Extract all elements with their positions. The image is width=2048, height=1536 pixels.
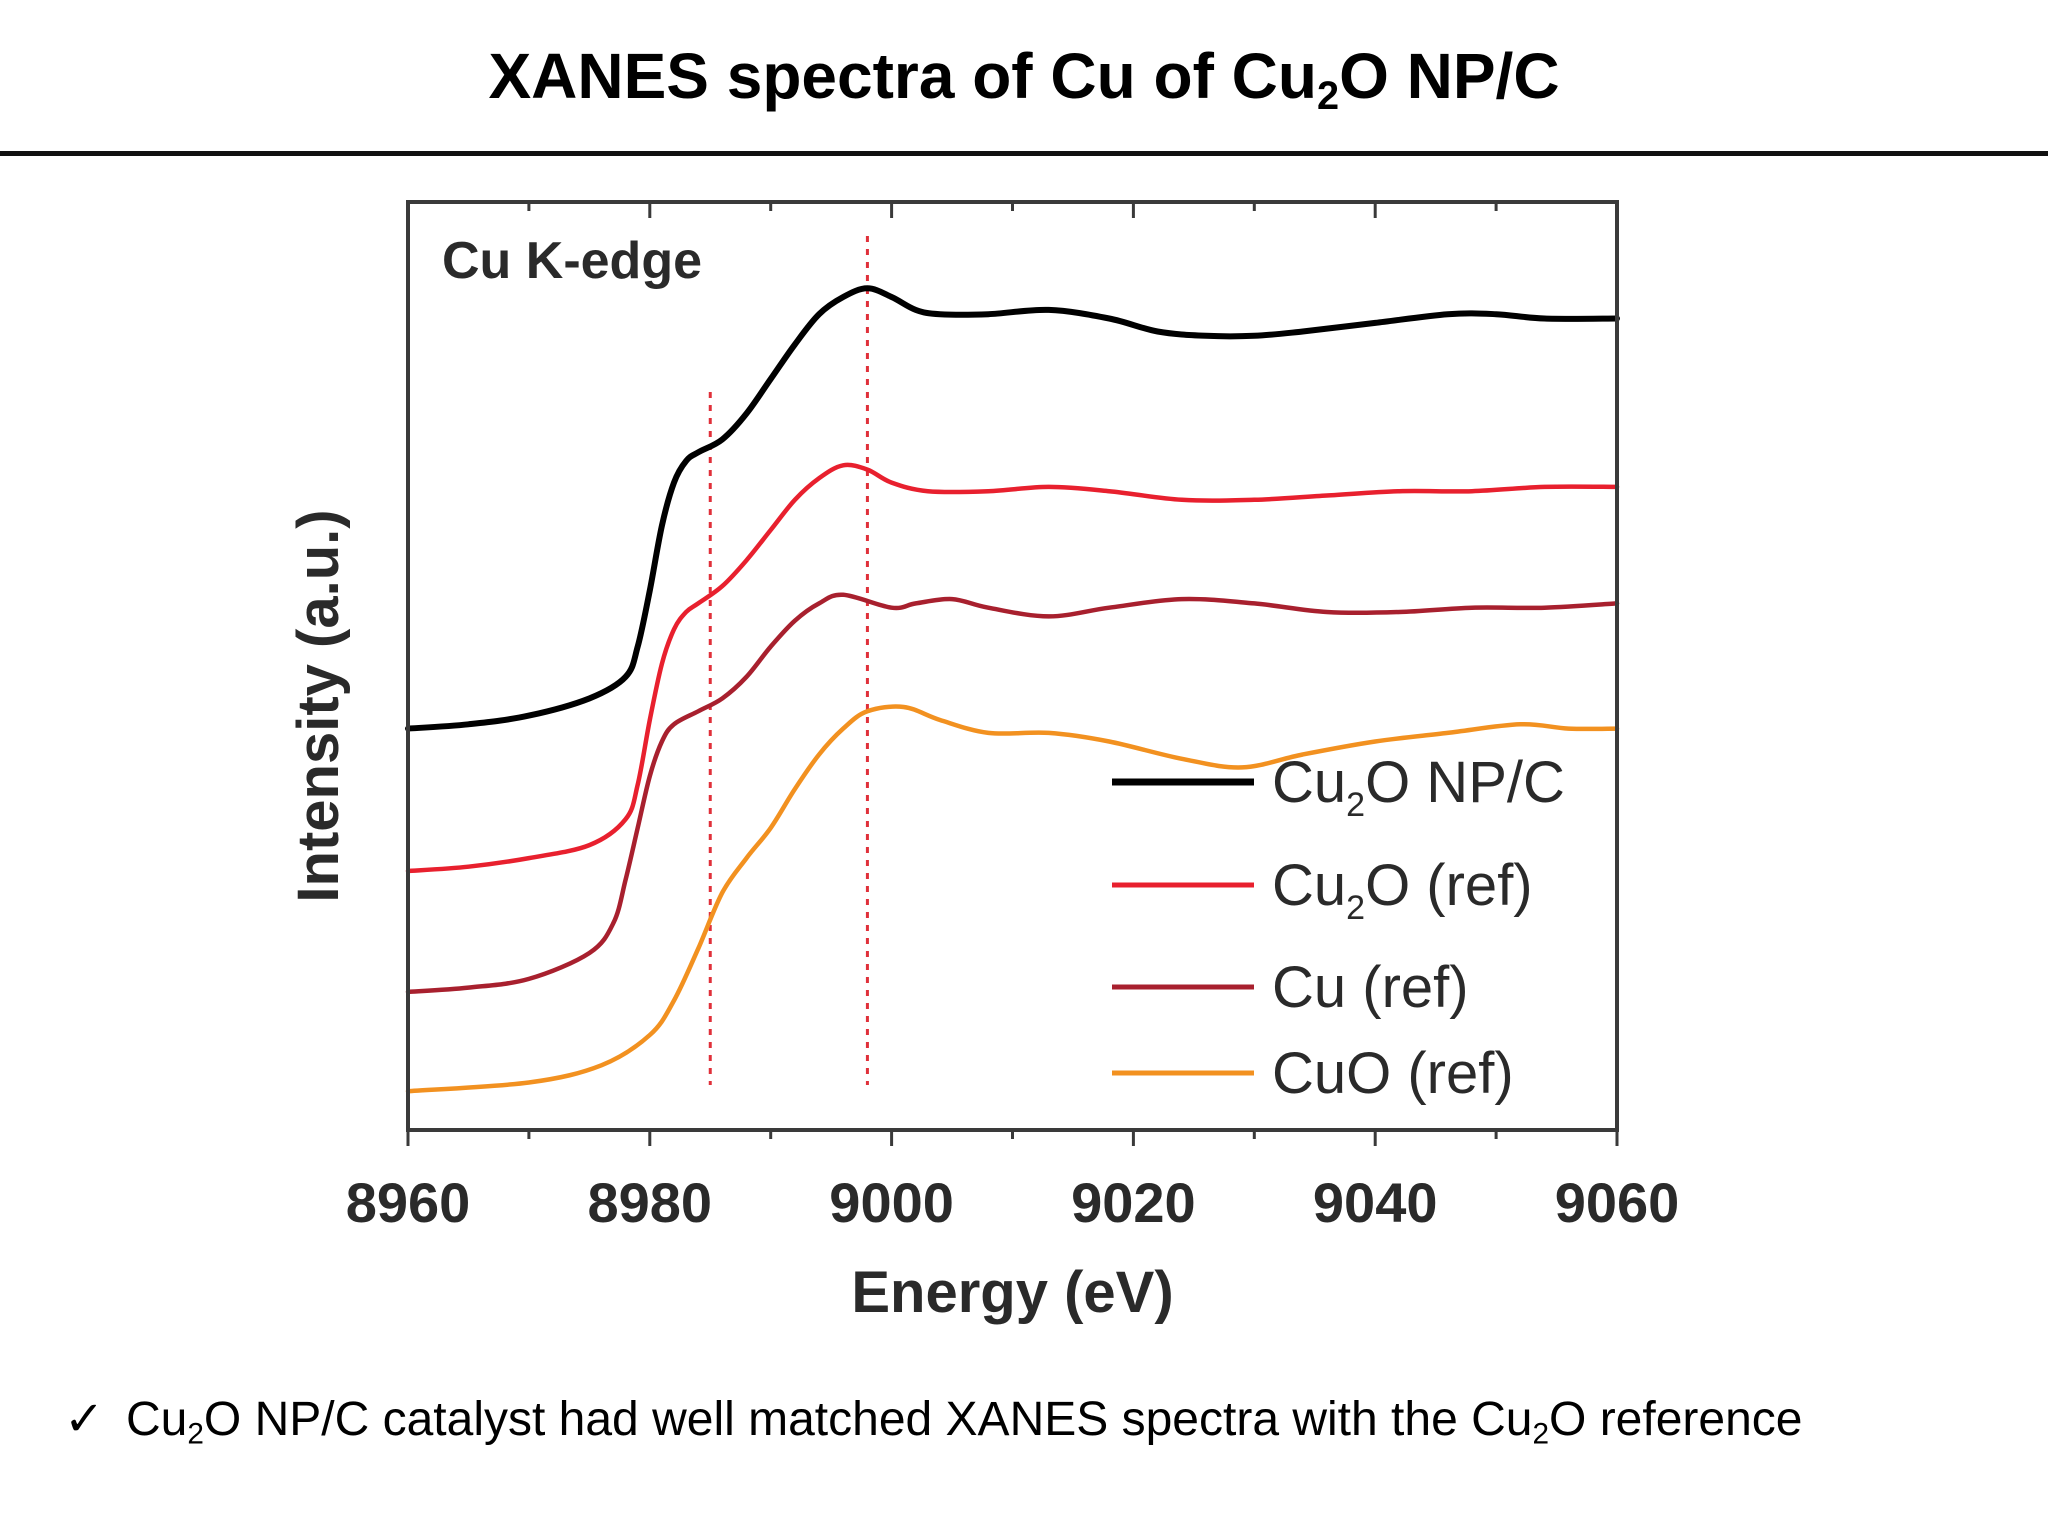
note-text-start: Cu bbox=[126, 1393, 188, 1446]
x-tick-label-9040: 9040 bbox=[1313, 1171, 1438, 1234]
legend-label-2: Cu (ref) bbox=[1272, 955, 1469, 1020]
note-subscript-1: 2 bbox=[187, 1417, 204, 1451]
legend-label-3: CuO (ref) bbox=[1272, 1041, 1514, 1106]
x-tick-label-8960: 8960 bbox=[346, 1171, 471, 1234]
legend-label-1: Cu2O (ref) bbox=[1272, 853, 1533, 927]
reference-lines bbox=[708, 236, 869, 1085]
slide-title-main: XANES spectra of Cu of Cu bbox=[488, 40, 1317, 112]
legend-label-0: Cu2O NP/C bbox=[1272, 750, 1565, 824]
series-layer bbox=[405, 285, 1620, 1094]
xanes-chart: 8960 8980 9000 9020 9040 9060 Cu K-edge Energ… bbox=[286, 200, 1680, 1325]
series-line-0 bbox=[405, 285, 1620, 732]
series-line-1 bbox=[405, 462, 1620, 874]
x-axis-label: Energy (eV) bbox=[851, 1260, 1173, 1325]
legend: Cu2O NP/C Cu2O (ref) Cu (ref) CuO (ref) bbox=[1112, 750, 1565, 1106]
x-tick-label-9020: 9020 bbox=[1071, 1171, 1196, 1234]
slide-title: XANES spectra of Cu of Cu2O NP/C bbox=[0, 36, 2048, 116]
tick-labels: 8960 8980 9000 9020 9040 9060 bbox=[346, 1171, 1680, 1234]
title-divider bbox=[0, 151, 2048, 156]
edge-annotation: Cu K-edge bbox=[442, 232, 702, 290]
slide-title-end: O NP/C bbox=[1339, 40, 1560, 112]
note-subscript-2: 2 bbox=[1532, 1417, 1550, 1451]
series-line-2 bbox=[405, 592, 1620, 995]
y-axis-label: Intensity (a.u.) bbox=[286, 509, 351, 902]
x-tick-label-8980: 8980 bbox=[588, 1171, 713, 1234]
conclusion-note: ✓ Cu2O NP/C catalyst had well matched XAN… bbox=[64, 1388, 1802, 1452]
note-text-middle: O NP/C catalyst had well matched XANES s… bbox=[203, 1393, 1533, 1446]
x-tick-label-9060: 9060 bbox=[1555, 1171, 1680, 1234]
x-tick-label-9000: 9000 bbox=[829, 1171, 954, 1234]
checkmark-icon: ✓ bbox=[64, 1393, 105, 1446]
tick-marks bbox=[406, 202, 1619, 1146]
note-text-end: O reference bbox=[1549, 1393, 1803, 1446]
series-line-3 bbox=[405, 704, 1620, 1094]
slide-title-subscript: 2 bbox=[1316, 74, 1340, 119]
